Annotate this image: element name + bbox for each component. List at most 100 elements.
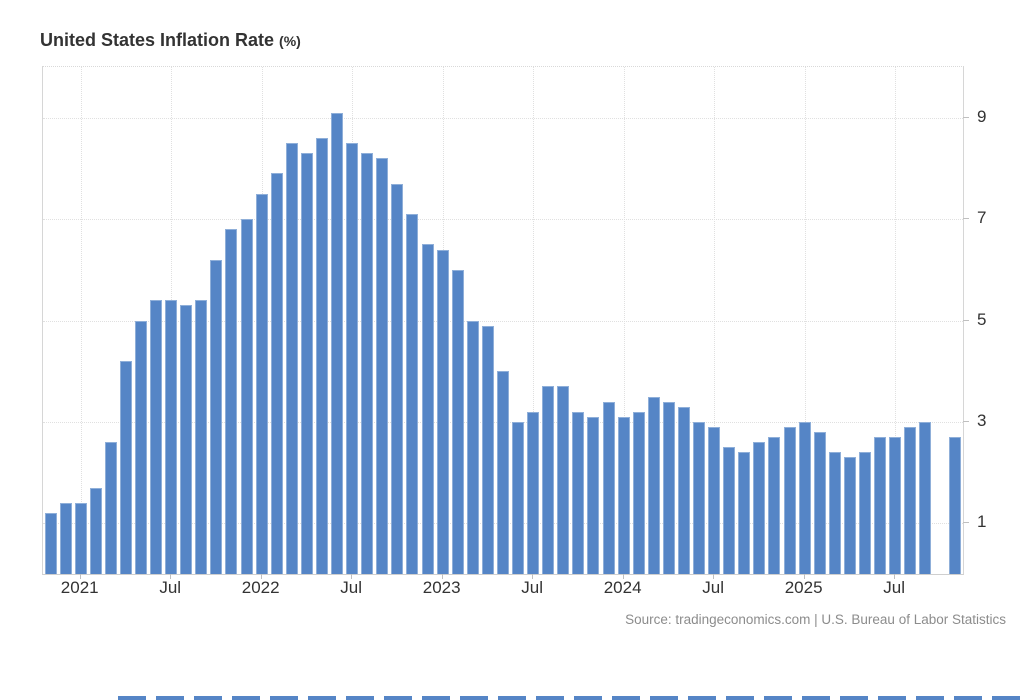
x-axis-label-2024-39: 2024: [603, 578, 642, 597]
y-gridline-9: [43, 117, 963, 119]
bar-mar-2021[interactable]: [104, 442, 117, 574]
chart-title-unit: (%): [279, 33, 301, 49]
x-tick-2021-3: [79, 574, 81, 579]
x-tick-2022-15: [260, 574, 262, 579]
bar-may-2022[interactable]: [315, 137, 328, 574]
bar-jun-2024[interactable]: [693, 421, 706, 574]
bar-nov-2025[interactable]: [949, 437, 962, 574]
bar-sep-2023[interactable]: [557, 386, 570, 574]
bar-jul-2024[interactable]: [708, 426, 721, 574]
bar-feb-2024[interactable]: [632, 411, 645, 574]
bar-aug-2023[interactable]: [542, 386, 555, 574]
bar-apr-2024[interactable]: [662, 401, 675, 574]
bar-jan-2024[interactable]: [617, 416, 630, 574]
bar-jan-2023[interactable]: [436, 249, 449, 574]
bar-may-2021[interactable]: [134, 320, 147, 574]
y-gridline-7: [43, 219, 963, 221]
y-axis-label-3: 3: [977, 410, 987, 430]
bar-mar-2024[interactable]: [647, 396, 660, 574]
x-gridline-2025-51: [804, 67, 806, 574]
bar-feb-2021[interactable]: [89, 487, 102, 574]
bar-sep-2025[interactable]: [919, 421, 932, 574]
x-tick-Jul-21: [351, 574, 353, 579]
bar-jan-2021[interactable]: [74, 503, 87, 574]
x-tick-2025-51: [803, 574, 805, 579]
bar-jan-2025[interactable]: [798, 421, 811, 574]
bar-may-2025[interactable]: [858, 452, 871, 574]
y-tick-5: [963, 319, 969, 321]
x-axis-label-2025-51: 2025: [784, 578, 823, 597]
plot-area: [42, 66, 964, 575]
bar-jun-2021[interactable]: [150, 300, 163, 574]
bar-nov-2021[interactable]: [225, 229, 238, 574]
bar-dec-2020[interactable]: [59, 503, 72, 574]
bar-sep-2024[interactable]: [738, 452, 751, 574]
bar-jul-2023[interactable]: [527, 411, 540, 574]
chart-title-text: United States Inflation Rate: [40, 30, 275, 50]
bar-aug-2024[interactable]: [723, 447, 736, 574]
y-tick-1: [963, 522, 969, 524]
x-axis-label-Jul-45: Jul: [702, 578, 725, 597]
y-axis-label-1: 1: [977, 512, 987, 532]
x-tick-2023-27: [441, 574, 443, 579]
x-gridline-Jul-33: [533, 67, 535, 574]
bar-feb-2023[interactable]: [451, 269, 464, 574]
bar-jul-2025[interactable]: [889, 437, 902, 574]
bar-apr-2025[interactable]: [843, 457, 856, 574]
bar-feb-2022[interactable]: [270, 173, 283, 574]
bar-jun-2023[interactable]: [512, 421, 525, 574]
bar-jun-2025[interactable]: [874, 437, 886, 574]
bar-oct-2021[interactable]: [210, 259, 223, 574]
bar-oct-2023[interactable]: [572, 411, 585, 574]
x-tick-2024-39: [622, 574, 624, 579]
bar-mar-2022[interactable]: [285, 143, 298, 574]
x-tick-Jul-33: [532, 574, 534, 579]
bar-apr-2023[interactable]: [481, 325, 494, 574]
chart-title: United States Inflation Rate (%): [40, 30, 301, 51]
y-axis-label-5: 5: [977, 309, 987, 329]
x-axis-label-2023-27: 2023: [422, 578, 461, 597]
bar-dec-2024[interactable]: [783, 426, 796, 574]
bar-mar-2025[interactable]: [828, 452, 841, 574]
y-tick-7: [963, 218, 969, 220]
bar-nov-2023[interactable]: [587, 416, 600, 574]
x-gridline-Jul-57: [895, 67, 897, 574]
bar-aug-2022[interactable]: [361, 153, 374, 574]
x-axis-label-2022-15: 2022: [241, 578, 280, 597]
bar-jun-2022[interactable]: [331, 112, 344, 574]
bar-dec-2023[interactable]: [602, 401, 615, 574]
x-gridline-2021-3: [80, 67, 82, 574]
bar-jul-2022[interactable]: [346, 143, 359, 574]
bar-aug-2025[interactable]: [904, 426, 917, 574]
y-tick-3: [963, 420, 969, 422]
bar-dec-2022[interactable]: [421, 244, 434, 574]
bar-may-2024[interactable]: [677, 406, 690, 574]
y-axis-label-7: 7: [977, 208, 987, 228]
bar-apr-2021[interactable]: [119, 361, 132, 574]
y-tick-9: [963, 116, 969, 118]
bar-aug-2021[interactable]: [180, 305, 193, 574]
x-tick-Jul-57: [894, 574, 896, 579]
bar-oct-2022[interactable]: [391, 183, 404, 574]
x-axis-label-2021-3: 2021: [60, 578, 99, 597]
bar-sep-2021[interactable]: [195, 300, 208, 574]
bar-nov-2022[interactable]: [406, 214, 419, 574]
x-tick-Jul-9: [170, 574, 172, 579]
x-gridline-2024-39: [623, 67, 625, 574]
bar-nov-2020[interactable]: [44, 513, 57, 574]
bar-sep-2022[interactable]: [376, 158, 389, 574]
x-axis-label-Jul-33: Jul: [521, 578, 544, 597]
bar-dec-2021[interactable]: [240, 219, 253, 574]
bar-may-2023[interactable]: [496, 371, 509, 574]
bar-oct-2024[interactable]: [753, 442, 766, 574]
y-axis-label-9: 9: [977, 106, 987, 126]
next-chart-bars-peek: [118, 696, 1024, 700]
bar-jan-2022[interactable]: [255, 193, 268, 574]
bar-mar-2023[interactable]: [466, 320, 479, 574]
bar-apr-2022[interactable]: [300, 153, 313, 574]
y-gridline-5: [43, 320, 963, 322]
bar-jul-2021[interactable]: [165, 300, 178, 574]
bar-feb-2025[interactable]: [813, 432, 826, 574]
bar-nov-2024[interactable]: [768, 437, 781, 574]
